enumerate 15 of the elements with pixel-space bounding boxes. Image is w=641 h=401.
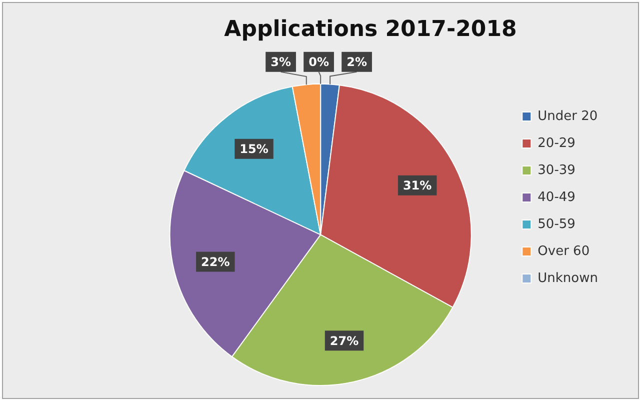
data-label: 27% [330,334,359,348]
data-label: 15% [240,142,268,156]
data-label: 2% [346,55,367,70]
text: 0% [308,55,329,70]
legend-label: Under 20 [538,108,598,124]
legend-label: 50-59 [538,216,576,232]
data-label: 31% [402,178,432,193]
legend-label: 40-49 [538,190,576,205]
legend-label: Unknown [538,270,598,286]
legend-label: 20-29 [538,136,576,151]
legend-label: 30-39 [538,162,576,178]
legend-label: Over 60 [538,244,590,259]
chart-title: Applications 2017-2018 [224,16,517,42]
data-label: 22% [201,254,230,269]
data-label: 3% [270,55,291,70]
